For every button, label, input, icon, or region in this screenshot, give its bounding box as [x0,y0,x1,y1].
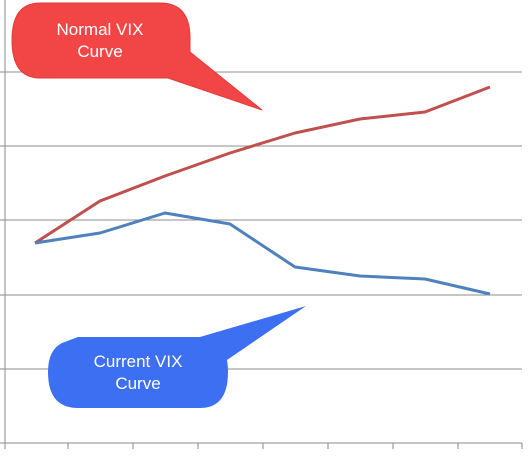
series-lines [34,85,491,296]
current-vix-callout: Current VIX Curve [48,306,306,408]
normal-callout-line1: Normal VIX [57,20,144,39]
current-callout-line1: Current VIX [94,352,183,371]
normal-vix-curve-line [34,85,491,245]
normal-callout-bubble [11,2,263,111]
current-vix-curve-line [34,211,491,296]
axes [0,0,523,449]
current-callout-bubble [48,306,306,408]
normal-vix-callout: Normal VIX Curve [11,2,263,111]
current-callout-line2: Curve [115,374,160,393]
normal-callout-line2: Curve [77,42,122,61]
